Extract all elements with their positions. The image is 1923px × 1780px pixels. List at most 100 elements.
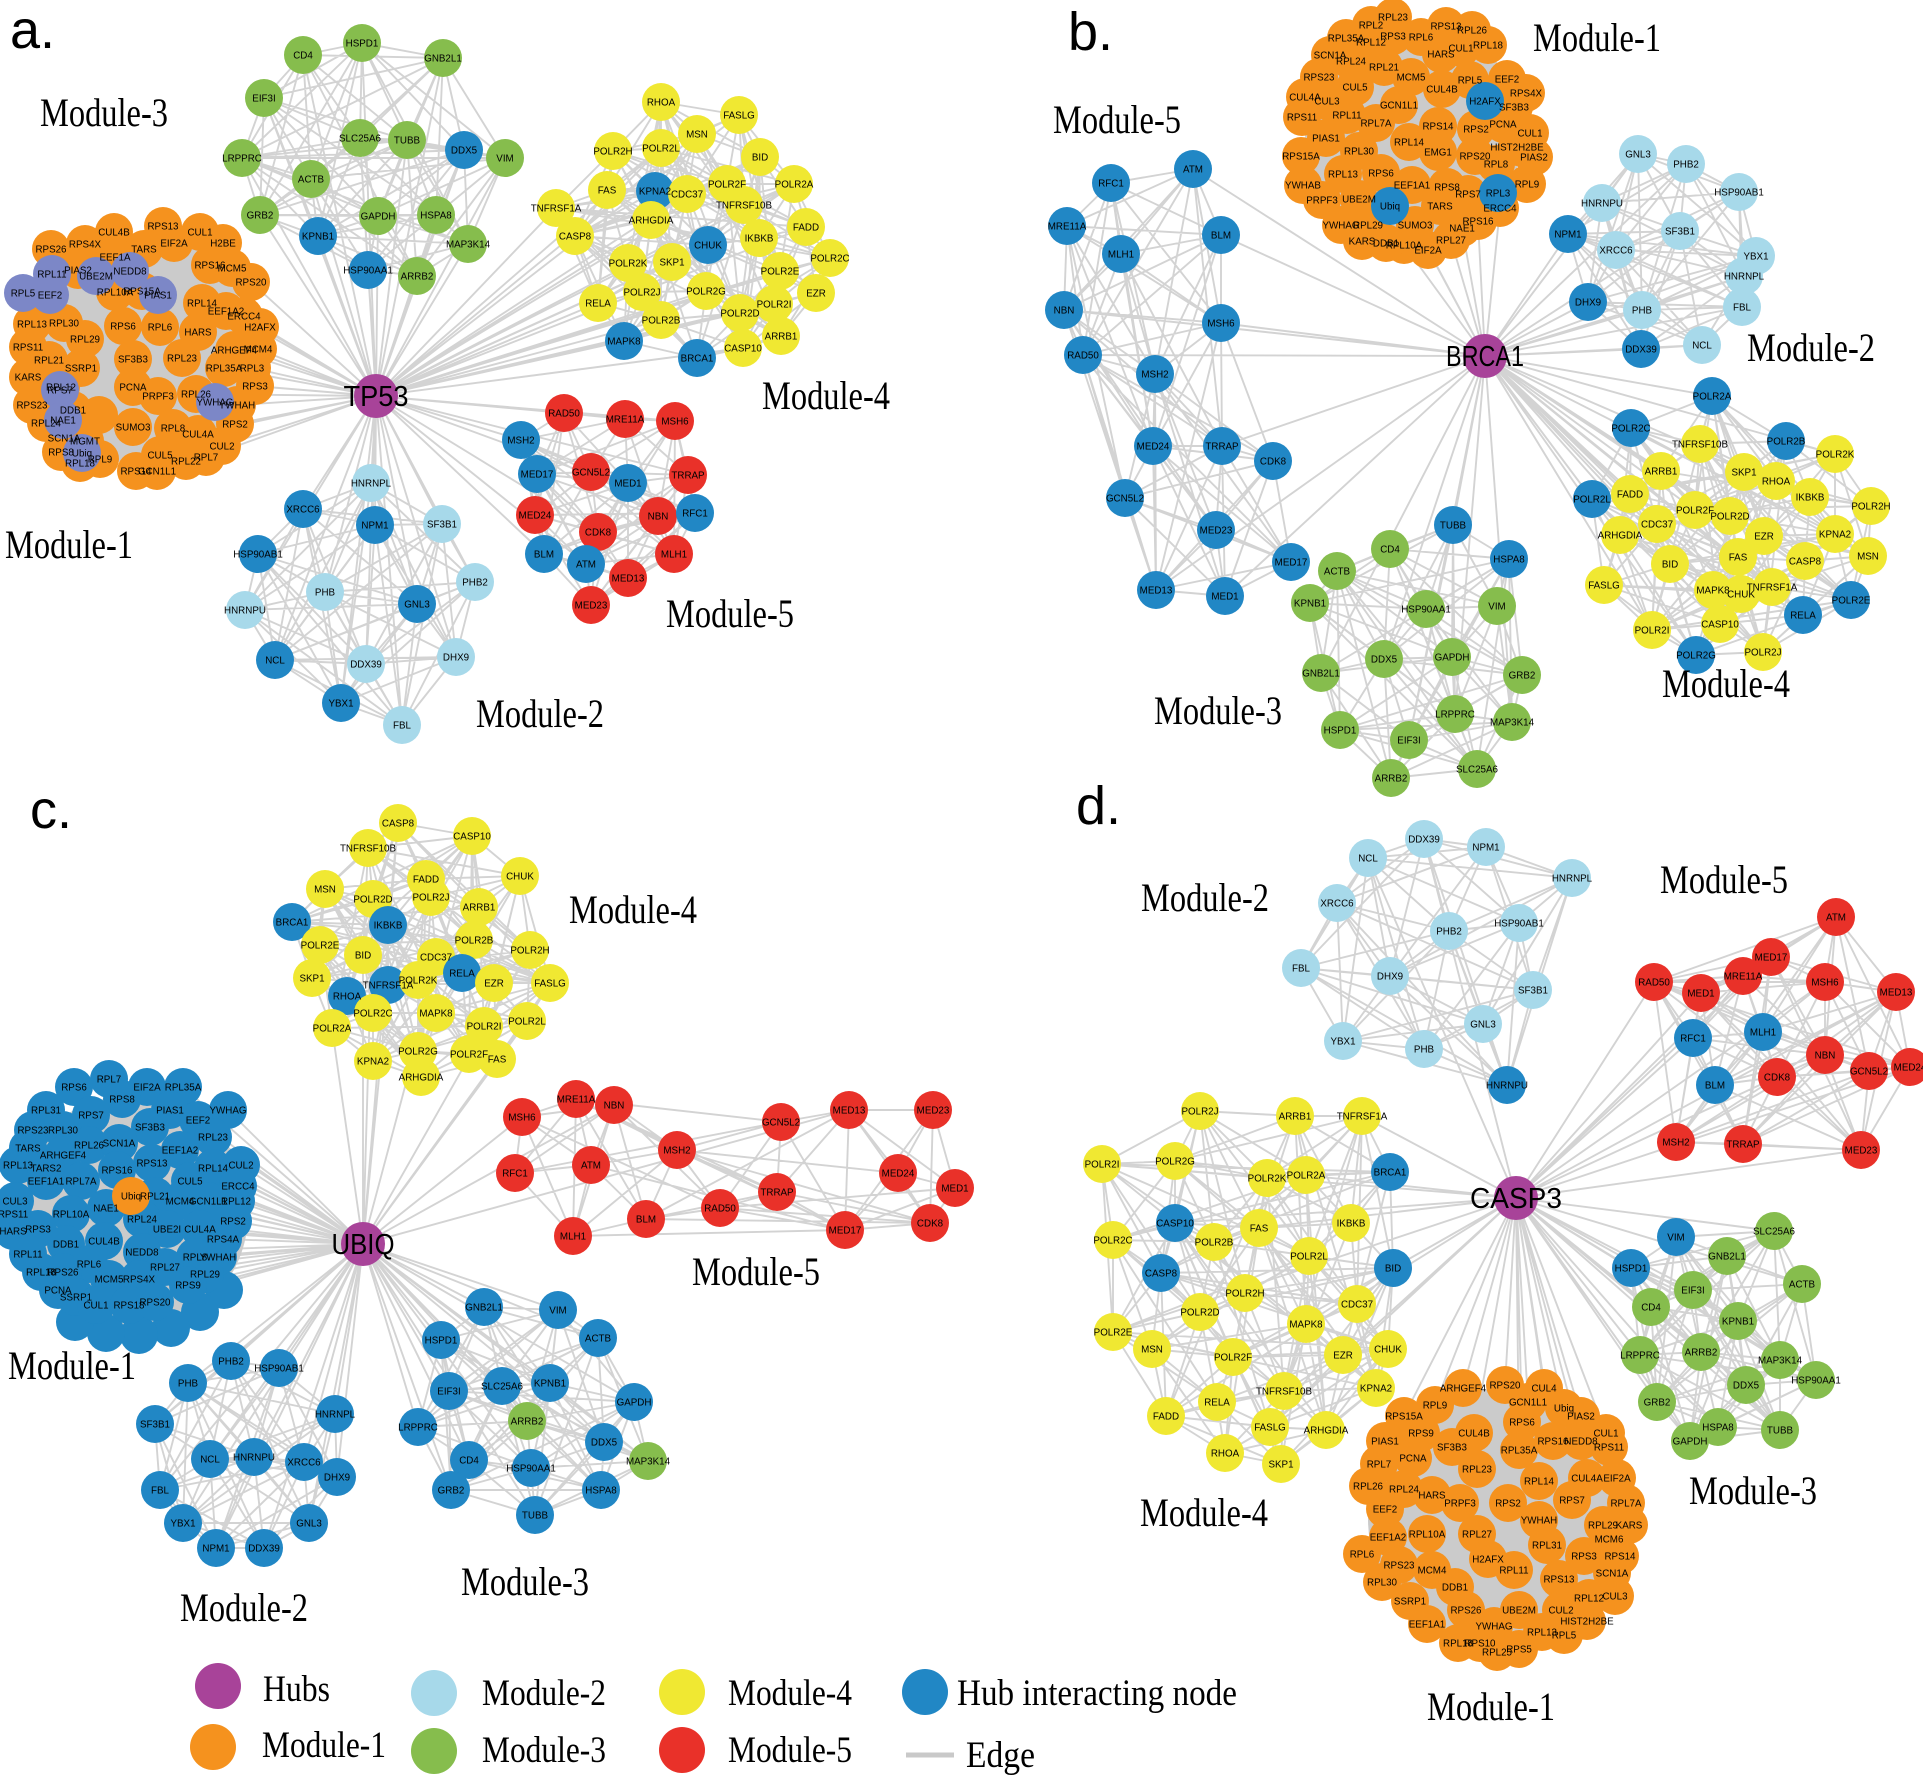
svg-text:POLR2F: POLR2F: [1676, 506, 1714, 517]
svg-text:RPS14: RPS14: [120, 467, 152, 478]
svg-text:RPL2: RPL2: [1359, 21, 1384, 32]
svg-text:a.: a.: [10, 0, 55, 60]
svg-text:GNB2L1: GNB2L1: [465, 1303, 503, 1314]
svg-text:d.: d.: [1076, 776, 1121, 836]
svg-text:RPS15A: RPS15A: [123, 287, 161, 298]
svg-text:b.: b.: [1068, 2, 1113, 62]
svg-text:NAE1: NAE1: [93, 1204, 119, 1215]
svg-text:EIF3I: EIF3I: [1397, 736, 1420, 747]
svg-text:UBE2M: UBE2M: [1502, 1606, 1536, 1617]
svg-text:HSP90AA1: HSP90AA1: [343, 266, 393, 277]
svg-text:POLR2L: POLR2L: [1573, 495, 1611, 506]
svg-text:KPNA2: KPNA2: [639, 187, 671, 198]
svg-text:RPL35A: RPL35A: [1328, 34, 1365, 45]
svg-text:CUL4B: CUL4B: [1426, 85, 1458, 96]
svg-text:CUL4B: CUL4B: [88, 1237, 120, 1248]
svg-text:POLR2F: POLR2F: [450, 1050, 488, 1061]
svg-text:PHB: PHB: [1632, 306, 1653, 317]
svg-text:RPL7A: RPL7A: [65, 1177, 97, 1188]
svg-text:ERCC4: ERCC4: [1483, 204, 1517, 215]
svg-text:CDK8: CDK8: [1764, 1073, 1791, 1084]
svg-text:RPS3: RPS3: [25, 1225, 51, 1236]
svg-text:CUL4A: CUL4A: [182, 430, 214, 441]
svg-text:MAPK8: MAPK8: [419, 1009, 453, 1020]
svg-text:TNFRSF1A: TNFRSF1A: [1747, 583, 1798, 594]
svg-text:RPL14: RPL14: [1524, 1477, 1555, 1488]
svg-text:RPL3: RPL3: [240, 364, 265, 375]
svg-text:SLC25A6: SLC25A6: [1753, 1227, 1795, 1238]
svg-text:RPS26: RPS26: [1450, 1606, 1482, 1617]
svg-text:UBE2M: UBE2M: [1342, 195, 1376, 206]
svg-text:SF3B1: SF3B1: [1665, 227, 1695, 238]
svg-text:Hubs: Hubs: [263, 1669, 330, 1710]
svg-text:Hub interacting node: Hub interacting node: [957, 1673, 1237, 1714]
svg-text:FAS: FAS: [488, 1055, 507, 1066]
svg-text:MSH6: MSH6: [1207, 319, 1235, 330]
svg-text:CASP8: CASP8: [1789, 557, 1822, 568]
svg-text:RPS20: RPS20: [139, 1298, 171, 1309]
svg-text:MED23: MED23: [917, 1106, 950, 1117]
svg-text:RPS7: RPS7: [47, 386, 73, 397]
svg-text:MRE11A: MRE11A: [1724, 972, 1763, 983]
svg-text:POLR2F: POLR2F: [708, 180, 746, 191]
svg-text:MSH6: MSH6: [1811, 978, 1839, 989]
svg-text:NBN: NBN: [1054, 306, 1075, 317]
svg-text:YBX1: YBX1: [170, 1519, 195, 1530]
svg-text:POLR2F: POLR2F: [1214, 1353, 1252, 1364]
svg-text:FASLG: FASLG: [1588, 581, 1620, 592]
svg-text:PCNA: PCNA: [119, 383, 147, 394]
svg-text:RPS14: RPS14: [1604, 1552, 1636, 1563]
svg-text:Module-4: Module-4: [569, 887, 697, 932]
svg-text:RPS8: RPS8: [109, 1095, 135, 1106]
svg-text:MLH1: MLH1: [560, 1232, 586, 1243]
svg-text:RPL25: RPL25: [1482, 1648, 1513, 1659]
svg-text:SCN1A: SCN1A: [1596, 1569, 1629, 1580]
svg-text:GNL3: GNL3: [1470, 1020, 1496, 1031]
svg-text:PIAS2: PIAS2: [1567, 1412, 1595, 1423]
svg-text:HSPA8: HSPA8: [1702, 1423, 1734, 1434]
svg-text:RPS9: RPS9: [1408, 1429, 1434, 1440]
svg-text:MRE11A: MRE11A: [606, 415, 645, 426]
svg-text:NEDD8: NEDD8: [125, 1248, 159, 1259]
svg-text:Module-2: Module-2: [1141, 875, 1269, 920]
svg-text:EIF3I: EIF3I: [437, 1387, 460, 1398]
svg-text:ARHGEF4: ARHGEF4: [40, 1151, 87, 1162]
svg-text:RPS13: RPS13: [1430, 22, 1462, 33]
svg-text:POLR2J: POLR2J: [1744, 648, 1781, 659]
svg-text:FBL: FBL: [1733, 303, 1752, 314]
svg-text:PHB2: PHB2: [1673, 160, 1699, 171]
svg-text:Module-1: Module-1: [1533, 15, 1661, 60]
svg-text:BLM: BLM: [1705, 1081, 1725, 1092]
svg-text:RPS15A: RPS15A: [1385, 1412, 1423, 1423]
svg-text:MED24: MED24: [519, 511, 552, 522]
svg-text:POLR2J: POLR2J: [1181, 1107, 1218, 1118]
svg-text:FADD: FADD: [1617, 490, 1643, 501]
svg-text:DHX9: DHX9: [324, 1473, 350, 1484]
svg-text:POLR2D: POLR2D: [1180, 1308, 1219, 1319]
svg-text:HSP90AB1: HSP90AB1: [1714, 188, 1764, 199]
svg-text:DDX5: DDX5: [591, 1438, 618, 1449]
svg-text:RPS2: RPS2: [1495, 1499, 1521, 1510]
svg-text:RPL35A: RPL35A: [165, 1083, 202, 1094]
svg-text:Module-3: Module-3: [1689, 1468, 1817, 1513]
svg-text:H2BE: H2BE: [210, 239, 236, 250]
svg-text:Module-1: Module-1: [8, 1343, 136, 1388]
svg-text:CUL4B: CUL4B: [98, 228, 130, 239]
svg-text:MCM5: MCM5: [1397, 73, 1426, 84]
svg-text:GNL3: GNL3: [1625, 150, 1651, 161]
svg-text:NEDD8: NEDD8: [1564, 1437, 1598, 1448]
svg-text:RPL8: RPL8: [183, 1253, 208, 1264]
svg-text:EEF2: EEF2: [1495, 75, 1520, 86]
svg-text:MED24: MED24: [1894, 1063, 1923, 1074]
svg-text:RPS7: RPS7: [1559, 1496, 1585, 1507]
svg-text:RPL31: RPL31: [1532, 1541, 1562, 1552]
svg-text:MED24: MED24: [1137, 442, 1170, 453]
svg-text:MSH2: MSH2: [1662, 1138, 1689, 1149]
svg-text:GRB2: GRB2: [1644, 1398, 1671, 1409]
svg-text:XRCC6: XRCC6: [286, 505, 320, 516]
svg-text:HSP90AA1: HSP90AA1: [506, 1464, 556, 1475]
svg-text:MED13: MED13: [1140, 586, 1173, 597]
svg-text:CASP3: CASP3: [1470, 1183, 1562, 1215]
svg-text:MSN: MSN: [1141, 1345, 1163, 1356]
svg-text:RPS6: RPS6: [61, 1083, 87, 1094]
